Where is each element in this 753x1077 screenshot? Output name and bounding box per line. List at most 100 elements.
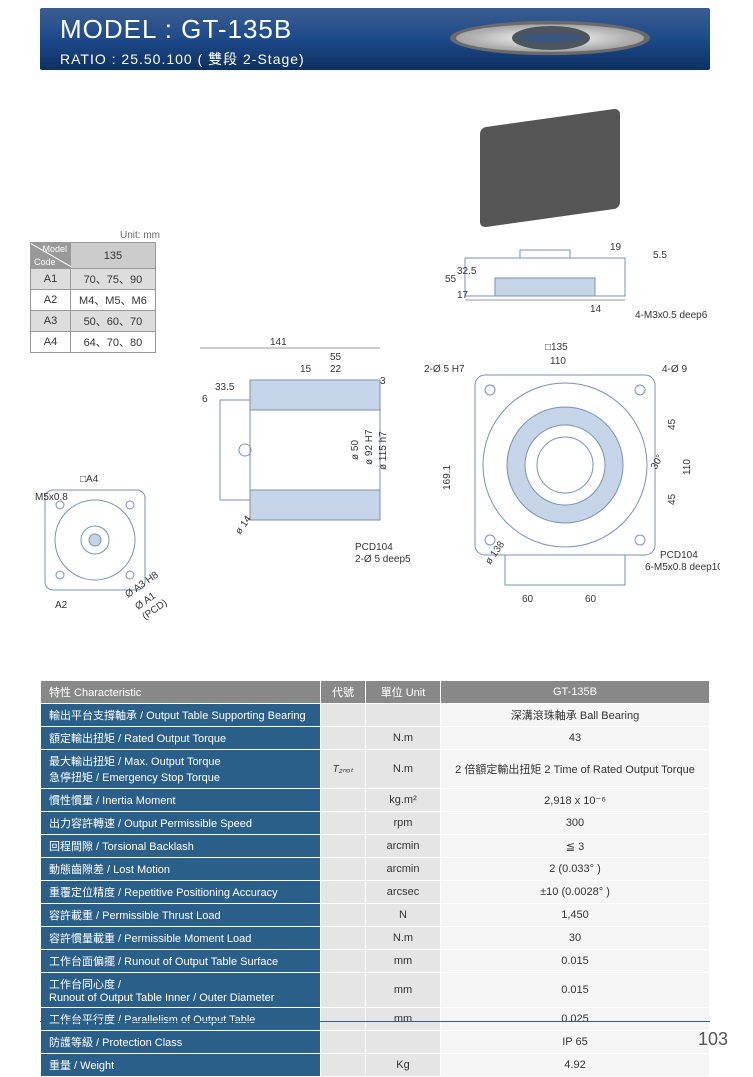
spec-code (321, 950, 366, 973)
spec-label: 輸出平台支撐軸承 / Output Table Supporting Beari… (41, 704, 321, 727)
spec-code (321, 704, 366, 727)
spec-row: 容許載重 / Permissible Thrust LoadN1,450 (41, 904, 710, 927)
spec-unit: N.m (366, 927, 441, 950)
spec-value: ±10 (0.0028° ) (441, 881, 710, 904)
spec-label: 重覆定位精度 / Repetitive Positioning Accuracy (41, 881, 321, 904)
svg-text:110: 110 (682, 459, 693, 475)
svg-text:60: 60 (522, 594, 534, 605)
spec-code (321, 727, 366, 750)
spec-code (321, 1008, 366, 1031)
spec-th-code: 代號 (321, 681, 366, 704)
spec-unit: arcsec (366, 881, 441, 904)
spec-row: 動態齒隙差 / Lost Motionarcmin2 (0.033° ) (41, 858, 710, 881)
spec-code (321, 881, 366, 904)
spec-value: 0.015 (441, 950, 710, 973)
spec-code (321, 973, 366, 1008)
svg-text:6: 6 (202, 394, 208, 405)
spec-value: 300 (441, 812, 710, 835)
spec-label: 慣性慣量 / Inertia Moment (41, 789, 321, 812)
spec-code: T₂ₙₒₜ (321, 750, 366, 789)
svg-text:ø 50: ø 50 (350, 440, 361, 460)
spec-value: ≦ 3 (441, 835, 710, 858)
spec-unit: Kg (366, 1054, 441, 1077)
svg-text:3: 3 (380, 376, 386, 387)
code-cell: A3 (31, 311, 71, 332)
spec-row: 輸出平台支撐軸承 / Output Table Supporting Beari… (41, 704, 710, 727)
spec-label: 額定輸出扭矩 / Rated Output Torque (41, 727, 321, 750)
code-val: 64、70、80 (71, 332, 156, 353)
spec-value: 深溝滾珠軸承 Ball Bearing (441, 704, 710, 727)
svg-text:A2: A2 (55, 600, 68, 611)
spec-value: 43 (441, 727, 710, 750)
spec-value: IP 65 (441, 1031, 710, 1054)
spec-unit: mm (366, 1008, 441, 1031)
spec-row: 額定輸出扭矩 / Rated Output TorqueN.m43 (41, 727, 710, 750)
spec-label: 最大輸出扭矩 / Max. Output Torque 急停扭矩 / Emerg… (41, 750, 321, 789)
svg-text:32.5: 32.5 (457, 266, 477, 277)
svg-text:4-Ø 9: 4-Ø 9 (662, 364, 687, 375)
spec-unit (366, 1031, 441, 1054)
spec-unit (366, 704, 441, 727)
spec-row: 重覆定位精度 / Repetitive Positioning Accuracy… (41, 881, 710, 904)
spec-value: 2 倍額定輸出扭矩 2 Time of Rated Output Torque (441, 750, 710, 789)
svg-text:33.5: 33.5 (215, 382, 235, 393)
spec-code (321, 1054, 366, 1077)
svg-text:55: 55 (330, 352, 342, 363)
spec-code (321, 904, 366, 927)
code-val: 70、75、90 (71, 269, 156, 290)
code-cell: A2 (31, 290, 71, 311)
spec-row: 重量 / WeightKg4.92 (41, 1054, 710, 1077)
code-cell: A1 (31, 269, 71, 290)
svg-text:169.1: 169.1 (442, 465, 453, 490)
unit-note: Unit: mm (120, 230, 160, 241)
svg-text:PCD104: PCD104 (355, 542, 393, 553)
spec-row: 最大輸出扭矩 / Max. Output Torque 急停扭矩 / Emerg… (41, 750, 710, 789)
svg-text:ø 138: ø 138 (483, 539, 507, 567)
svg-text:□A4: □A4 (80, 474, 99, 485)
spec-unit: rpm (366, 812, 441, 835)
page-number: 103 (698, 1029, 728, 1050)
spec-label: 容許慣量載重 / Permissible Moment Load (41, 927, 321, 950)
svg-text:5.5: 5.5 (653, 250, 667, 261)
spec-label: 工作台同心度 / Runout of Output Table Inner / … (41, 973, 321, 1008)
svg-text:30°: 30° (649, 453, 666, 472)
spec-unit: mm (366, 950, 441, 973)
svg-text:ø 115 h7: ø 115 h7 (378, 431, 389, 470)
svg-text:□135: □135 (545, 342, 568, 353)
spec-unit: N.m (366, 750, 441, 789)
motor-mount-drawing: □A4 M5x0.8 Ø A3 H8 Ø A1 (PCD) A2 (30, 460, 180, 640)
svg-text:6-M5x0.8 deep10: 6-M5x0.8 deep10 (645, 562, 720, 573)
footer-rule (40, 1021, 710, 1022)
svg-text:22: 22 (330, 364, 342, 375)
spec-value: 1,450 (441, 904, 710, 927)
spec-header-row: 特性 Characteristic 代號 單位 Unit GT-135B (41, 681, 710, 704)
spec-label: 動態齒隙差 / Lost Motion (41, 858, 321, 881)
spec-row: 防護等級 / Protection ClassIP 65 (41, 1031, 710, 1054)
spec-code (321, 812, 366, 835)
spec-code (321, 927, 366, 950)
spec-th-model: GT-135B (441, 681, 710, 704)
spec-value: 2 (0.033° ) (441, 858, 710, 881)
spec-value: 4.92 (441, 1054, 710, 1077)
svg-text:141: 141 (270, 337, 287, 348)
spec-value: 2,918 x 10⁻⁶ (441, 789, 710, 812)
spec-value: 0.025 (441, 1008, 710, 1031)
code-val: 50、60、70 (71, 311, 156, 332)
svg-text:2-Ø 5 deep5: 2-Ø 5 deep5 (355, 554, 411, 565)
spec-th-unit: 單位 Unit (366, 681, 441, 704)
svg-text:60: 60 (585, 594, 597, 605)
svg-text:M5x0.8: M5x0.8 (35, 492, 68, 503)
spec-label: 工作台面偏擺 / Runout of Output Table Surface (41, 950, 321, 973)
technical-drawings: 19 5.5 55 32.5 17 14 4-M3x0.5 deep6 141 … (200, 240, 720, 640)
spec-row: 工作台同心度 / Runout of Output Table Inner / … (41, 973, 710, 1008)
svg-text:45: 45 (667, 493, 678, 505)
spec-row: 工作台面偏擺 / Runout of Output Table Surface m… (41, 950, 710, 973)
spec-code (321, 789, 366, 812)
svg-text:55: 55 (445, 274, 457, 285)
svg-text:Ø A3 H8: Ø A3 H8 (123, 570, 161, 601)
spec-label: 出力容許轉速 / Output Permissible Speed (41, 812, 321, 835)
code-table-corner: Model Code (31, 243, 71, 269)
spec-th-char: 特性 Characteristic (41, 681, 321, 704)
spec-row: 容許慣量載重 / Permissible Moment LoadN.m30 (41, 927, 710, 950)
spec-label: 回程間隙 / Torsional Backlash (41, 835, 321, 858)
